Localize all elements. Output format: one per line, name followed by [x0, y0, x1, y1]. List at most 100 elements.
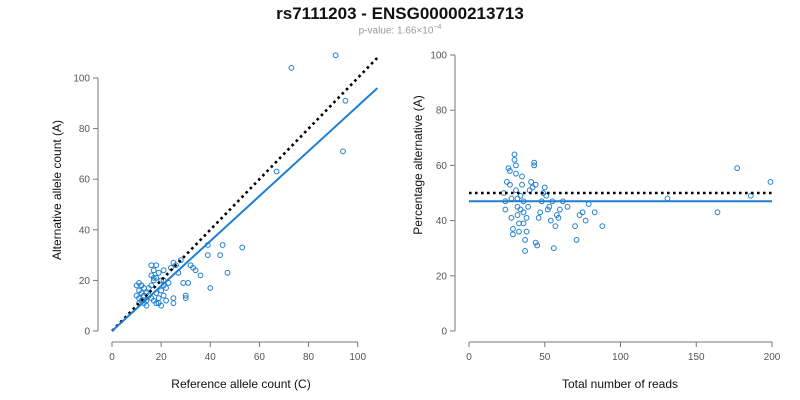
left-data-point [150, 274, 157, 281]
left-y-tick-label: 40 [79, 225, 91, 236]
subtitle-text: p-value: 1.66×10 [358, 25, 434, 37]
right-data-point [519, 173, 525, 180]
right-data-point [531, 162, 538, 169]
right-data-point [767, 179, 774, 185]
left-data-point [239, 244, 246, 251]
right-data-point [591, 209, 598, 216]
left-data-point [180, 280, 187, 286]
right-y-tick-label: 80 [436, 106, 448, 117]
right-data-point [514, 212, 521, 218]
left-data-point [163, 285, 169, 291]
right-data-point [508, 195, 515, 202]
left-data-point [153, 274, 160, 281]
left-x-tick-label: 20 [156, 352, 168, 363]
right-data-point [520, 220, 527, 227]
right-data-point [517, 206, 524, 213]
left-data-point [217, 252, 224, 259]
left-data-point [288, 64, 295, 71]
left-x-axis-title: Reference allele count (C) [171, 377, 310, 391]
left-data-point [219, 242, 226, 248]
left-data-point [197, 272, 204, 279]
subtitle-exponent: −4 [433, 24, 442, 31]
right-data-point [528, 179, 535, 185]
right-data-point [513, 187, 519, 194]
left-reference-line [111, 56, 379, 332]
right-data-point [522, 237, 528, 243]
right-data-point [664, 195, 671, 202]
left-y-tick-label: 20 [79, 276, 91, 287]
right-data-point [714, 209, 721, 216]
left-data-point [207, 285, 214, 291]
right-data-point [585, 201, 592, 207]
right-data-point [537, 209, 544, 216]
left-data-point [158, 287, 165, 294]
left-data-point [150, 267, 157, 274]
right-data-point [503, 179, 510, 185]
left-data-point [160, 292, 167, 299]
left-data-point [160, 267, 167, 274]
right-data-point [572, 223, 578, 230]
right-data-point [552, 223, 559, 230]
right-data-point [525, 203, 531, 210]
left-y-tick-label: 80 [79, 124, 91, 135]
right-y-axis-title: Percentage alternative (A) [411, 95, 425, 234]
right-data-point [507, 168, 513, 174]
right-data-point [511, 151, 518, 158]
left-data-point [340, 148, 346, 155]
left-x-tick-label: 0 [109, 352, 115, 363]
right-data-point [522, 248, 528, 254]
left-y-tick-label: 0 [84, 327, 90, 338]
right-data-point [534, 242, 541, 249]
right-data-point [517, 192, 524, 199]
right-x-tick-label: 200 [764, 352, 781, 363]
right-data-point [510, 225, 516, 232]
left-data-point [170, 300, 177, 307]
left-data-point [163, 297, 169, 304]
right-data-point [573, 237, 580, 243]
left-data-point [153, 300, 160, 307]
left-axes: 0 20 40 60 80 100 0 20 40 60 80 100 [73, 74, 366, 364]
right-data-point [514, 195, 521, 202]
right-data-point [507, 181, 513, 188]
left-data-point [192, 267, 199, 274]
left-y-tick-label: 60 [79, 175, 91, 186]
left-x-tick-label: 60 [254, 352, 266, 363]
right-data-point [555, 214, 562, 221]
left-data-point [332, 52, 339, 59]
right-data-point [546, 203, 553, 210]
right-data-point [529, 184, 536, 191]
right-y-tick-label: 100 [430, 51, 447, 62]
right-data-point [523, 214, 530, 221]
left-data-point [185, 280, 192, 286]
right-data-point [582, 217, 589, 224]
right-data-point [532, 181, 539, 188]
right-data-point [513, 162, 519, 169]
left-data-point [182, 292, 189, 299]
right-x-tick-label: 50 [539, 352, 551, 363]
left-data-point [158, 277, 165, 284]
left-data-point [342, 97, 349, 104]
figure-title: rs7111203 - ENSG00000213713 [276, 4, 524, 23]
right-data-point [547, 217, 554, 224]
left-data-point [170, 295, 177, 302]
right-axes: 0 50 100 150 200 0 20 40 60 80 100 [430, 51, 780, 364]
right-data-point [531, 159, 538, 166]
left-data-point [138, 282, 145, 289]
right-data-point [579, 209, 586, 216]
right-y-tick-label: 40 [436, 216, 448, 227]
right-data-point [514, 203, 521, 210]
right-data-point [734, 165, 741, 172]
left-fit-line [111, 87, 379, 332]
right-data-point [599, 223, 606, 230]
right-data-point [557, 206, 563, 213]
left-x-tick-label: 80 [303, 352, 315, 363]
right-x-tick-label: 150 [688, 352, 705, 363]
right-x-axis-title: Total number of reads [562, 377, 678, 391]
left-data-point [273, 168, 280, 175]
right-data-point [543, 192, 550, 199]
right-data-point [516, 228, 522, 235]
right-data-point [523, 228, 530, 235]
right-data-point [508, 214, 515, 221]
left-y-axis-title: Alternative allele count (A) [50, 120, 64, 260]
